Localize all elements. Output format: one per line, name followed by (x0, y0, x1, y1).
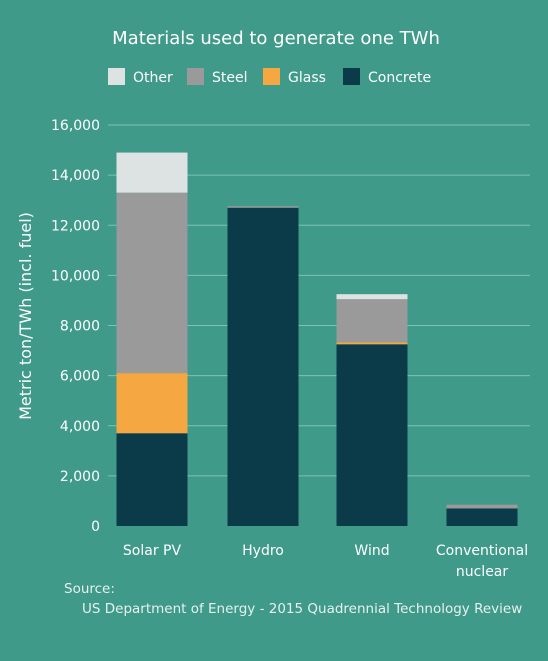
legend-label-other: Other (133, 70, 173, 86)
legend: Other Steel Glass Concrete (108, 68, 431, 86)
y-tick-label: 14,000 (51, 168, 100, 184)
y-tick-label: 8,000 (60, 319, 100, 335)
legend-swatch-glass (263, 68, 280, 85)
bar-conventional-nuclear-concrete (446, 508, 518, 526)
legend-item-glass: Glass (263, 68, 326, 86)
bar-wind-other (336, 294, 408, 300)
legend-swatch-concrete (343, 68, 360, 85)
legend-label-concrete: Concrete (368, 70, 431, 86)
legend-swatch-other (108, 68, 125, 85)
legend-label-glass: Glass (288, 70, 326, 86)
legend-item-concrete: Concrete (343, 68, 431, 86)
source-label: Source: (64, 581, 115, 597)
y-axis-ticks: 0 2,000 4,000 6,000 8,000 10,000 12,000 14,000 1… (51, 118, 100, 535)
y-tick-label: 0 (91, 519, 100, 535)
x-tick-label: Hydro (242, 543, 284, 559)
bar-solar-pv-steel (116, 192, 188, 374)
x-tick-label: Solar PV (123, 543, 182, 559)
y-tick-label: 12,000 (51, 218, 100, 234)
bar-hydro-steel (227, 206, 299, 208)
x-axis-labels: Solar PV Hydro Wind Conventional nuclear (123, 543, 528, 580)
bars (116, 152, 518, 527)
legend-label-steel: Steel (212, 70, 248, 86)
legend-item-other: Other (108, 68, 173, 86)
chart-title: Materials used to generate one TWh (112, 28, 440, 49)
bar-hydro-concrete (227, 207, 299, 527)
y-tick-label: 2,000 (60, 469, 100, 485)
y-tick-label: 10,000 (51, 268, 100, 284)
legend-item-steel: Steel (187, 68, 248, 86)
bar-conventional-nuclear-steel (446, 504, 518, 509)
y-tick-label: 16,000 (51, 118, 100, 134)
y-tick-label: 6,000 (60, 369, 100, 385)
bar-wind-glass (336, 342, 408, 345)
x-tick-label: nuclear (456, 564, 509, 580)
y-axis-title: Metric ton/TWh (incl. fuel) (16, 212, 35, 420)
bar-wind-steel (336, 299, 408, 343)
x-tick-label: Conventional (436, 543, 528, 559)
bar-solar-pv-concrete (116, 433, 188, 526)
y-tick-label: 4,000 (60, 419, 100, 435)
x-tick-label: Wind (354, 543, 389, 559)
source-text: US Department of Energy - 2015 Quadrenni… (82, 601, 522, 617)
bar-solar-pv-other (116, 152, 188, 193)
bar-wind-concrete (336, 344, 408, 526)
bar-solar-pv-glass (116, 373, 188, 434)
legend-swatch-steel (187, 68, 204, 85)
